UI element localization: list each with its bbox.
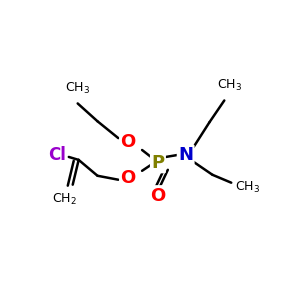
Text: O: O [150, 187, 166, 205]
Text: N: N [178, 146, 193, 164]
Text: Cl: Cl [48, 146, 66, 164]
Text: O: O [121, 133, 136, 151]
Text: P: P [152, 154, 164, 172]
Text: O: O [121, 169, 136, 187]
Text: CH$_3$: CH$_3$ [217, 78, 242, 93]
Text: CH$_3$: CH$_3$ [65, 81, 90, 96]
Text: CH$_2$: CH$_2$ [52, 192, 77, 207]
Text: CH$_3$: CH$_3$ [235, 180, 260, 195]
